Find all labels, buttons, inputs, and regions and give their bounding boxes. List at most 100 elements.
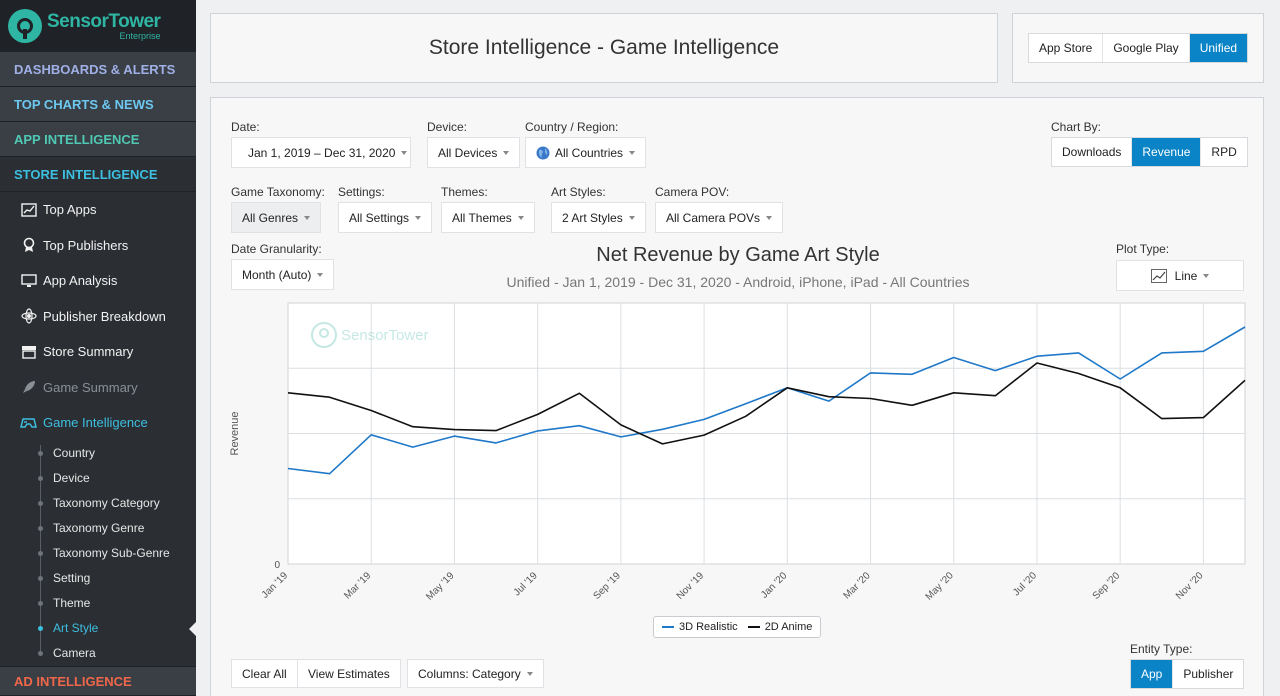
country-value: All Countries: [555, 145, 624, 160]
submenu-device[interactable]: Device: [38, 466, 196, 491]
plot-type-label: Plot Type:: [1116, 242, 1170, 256]
x-tick-label: Jan '20: [759, 570, 790, 601]
watermark-logo-dot: [319, 328, 329, 338]
device-select[interactable]: All Devices: [427, 137, 521, 168]
sidebar-item-label: Top Publishers: [43, 237, 129, 253]
sidebar-item-top-publishers[interactable]: Top Publishers: [0, 228, 196, 264]
entity-publisher[interactable]: Publisher: [1183, 667, 1234, 681]
art-styles-value: 2 Art Styles: [562, 210, 623, 225]
entity-type-toggle: App Publisher: [1130, 659, 1245, 689]
chart-series: [287, 326, 1246, 475]
legend-3d-realistic[interactable]: 3D Realistic: [662, 621, 738, 633]
chevron-down-icon: [401, 150, 408, 155]
submenu-art-style[interactable]: Art Style: [38, 616, 196, 641]
submenu-setting[interactable]: Setting: [38, 566, 196, 591]
sidebar-item-store-summary[interactable]: Store Summary: [0, 334, 196, 370]
chart-subtitle: Unified - Jan 1, 2019 - Dec 31, 2020 - A…: [506, 274, 970, 290]
chevron-down-icon: [628, 215, 635, 220]
sidebar-item-publisher-breakdown[interactable]: Publisher Breakdown: [0, 299, 196, 335]
x-tick-label: Sep '19: [591, 570, 623, 602]
nav-ad-intelligence[interactable]: AD INTELLIGENCE: [0, 666, 196, 696]
chevron-down-icon: [503, 150, 510, 155]
chart-grid: [288, 303, 1245, 564]
rocket-icon: [20, 379, 37, 396]
revenue-chart: SensorTower Revenue 0 Jan '19 Mar '19 May …: [229, 302, 1246, 603]
sidebar-item-app-analysis[interactable]: App Analysis: [0, 263, 196, 299]
sidebar-item-label: Game Summary: [43, 379, 138, 395]
settings-value: All Settings: [349, 210, 410, 225]
nav-dashboards[interactable]: DASHBOARDS & ALERTS: [0, 52, 196, 87]
x-tick-label: Nov '19: [675, 570, 707, 602]
sensortower-logo-icon: [8, 9, 42, 43]
submenu-taxonomy-sub-genre[interactable]: Taxonomy Sub-Genre: [38, 541, 196, 566]
toggle-google-play[interactable]: Google Play: [1103, 34, 1190, 62]
legend-swatch-2d: [747, 626, 760, 628]
columns-select[interactable]: Columns: Category: [407, 659, 544, 688]
x-tick-label: Mar '20: [841, 570, 872, 601]
taxonomy-select[interactable]: All Genres: [231, 202, 322, 233]
submenu-theme[interactable]: Theme: [38, 591, 196, 616]
camera-pov-select[interactable]: All Camera POVs: [655, 202, 784, 233]
x-tick-label: Nov '20: [1174, 570, 1206, 602]
x-tick-label: Sep '20: [1091, 570, 1123, 602]
toggle-app-store[interactable]: App Store: [1029, 34, 1104, 62]
device-value: All Devices: [438, 145, 498, 160]
page-title: Store Intelligence - Game Intelligence: [428, 36, 780, 59]
entity-app[interactable]: App: [1131, 660, 1174, 688]
submenu-country[interactable]: Country: [38, 441, 196, 466]
plot-type-select[interactable]: Line: [1116, 260, 1244, 291]
y-tick-zero: 0: [274, 560, 280, 571]
camera-pov-value: All Camera POVs: [666, 210, 761, 225]
watermark: SensorTower: [311, 322, 429, 348]
nav-top-charts[interactable]: TOP CHARTS & NEWS: [0, 87, 196, 122]
nav-store-intelligence[interactable]: STORE INTELLIGENCE: [0, 157, 196, 192]
submenu-taxonomy-genre[interactable]: Taxonomy Genre: [38, 516, 196, 541]
entity-type-label: Entity Type:: [1130, 642, 1193, 656]
legend-2d-anime[interactable]: 2D Anime: [747, 621, 812, 633]
chevron-down-icon: [766, 215, 773, 220]
chevron-down-icon: [1203, 273, 1210, 278]
game-intelligence-submenu: Country Device Taxonomy Category Taxonom…: [0, 441, 196, 666]
art-styles-select[interactable]: 2 Art Styles: [551, 202, 646, 233]
active-indicator: [189, 622, 196, 636]
y-axis-label: Revenue: [229, 411, 241, 455]
clear-all-button[interactable]: Clear All: [231, 659, 298, 688]
x-tick-label: Jul '20: [1011, 570, 1039, 598]
monitor-icon: [20, 272, 37, 289]
view-estimates-button[interactable]: View Estimates: [297, 659, 401, 688]
chevron-down-icon: [304, 215, 311, 220]
sidebar-item-game-intelligence[interactable]: Game Intelligence: [0, 405, 196, 441]
line-chart-icon: [1150, 268, 1167, 283]
chart-by-revenue[interactable]: Revenue: [1132, 138, 1202, 166]
chart-by-downloads[interactable]: Downloads: [1052, 138, 1133, 166]
chart-legend: 3D Realistic 2D Anime: [653, 616, 822, 638]
x-tick-label: Mar '19: [342, 570, 373, 601]
sidebar-item-top-apps[interactable]: Top Apps: [0, 192, 196, 228]
toggle-unified[interactable]: Unified: [1189, 34, 1248, 62]
date-range-picker[interactable]: Jan 1, 2019 – Dec 31, 2020: [231, 137, 411, 168]
gamepad-icon: [20, 414, 37, 431]
sidebar-item-game-summary[interactable]: Game Summary: [0, 370, 196, 406]
page-title-box: Store Intelligence - Game Intelligence: [210, 13, 998, 83]
series-line-2d-anime[interactable]: [287, 362, 1246, 445]
submenu-art-style-label: Art Style: [53, 621, 99, 635]
settings-select[interactable]: All Settings: [338, 202, 433, 233]
date-label: Date:: [231, 120, 260, 134]
taxonomy-label: Game Taxonomy:: [231, 185, 325, 199]
country-select[interactable]: All Countries: [525, 137, 647, 168]
submenu-taxonomy-category[interactable]: Taxonomy Category: [38, 491, 196, 516]
granularity-value: Month (Auto): [242, 267, 312, 282]
chart-by-rpd[interactable]: RPD: [1211, 145, 1237, 159]
plot-type-value: Line: [1174, 268, 1198, 283]
themes-select[interactable]: All Themes: [441, 202, 535, 233]
nav-app-intelligence[interactable]: APP INTELLIGENCE: [0, 122, 196, 157]
sidebar-item-label: App Analysis: [43, 273, 118, 289]
logo-sub: Enterprise: [119, 30, 161, 41]
chevron-down-icon: [629, 150, 636, 155]
logo[interactable]: SensorTower Enterprise: [0, 0, 196, 52]
granularity-select[interactable]: Month (Auto): [231, 259, 335, 290]
chevron-down-icon: [317, 272, 324, 277]
series-line-3d-realistic[interactable]: [287, 326, 1246, 475]
submenu-camera[interactable]: Camera: [38, 641, 196, 666]
chevron-down-icon: [415, 215, 422, 220]
